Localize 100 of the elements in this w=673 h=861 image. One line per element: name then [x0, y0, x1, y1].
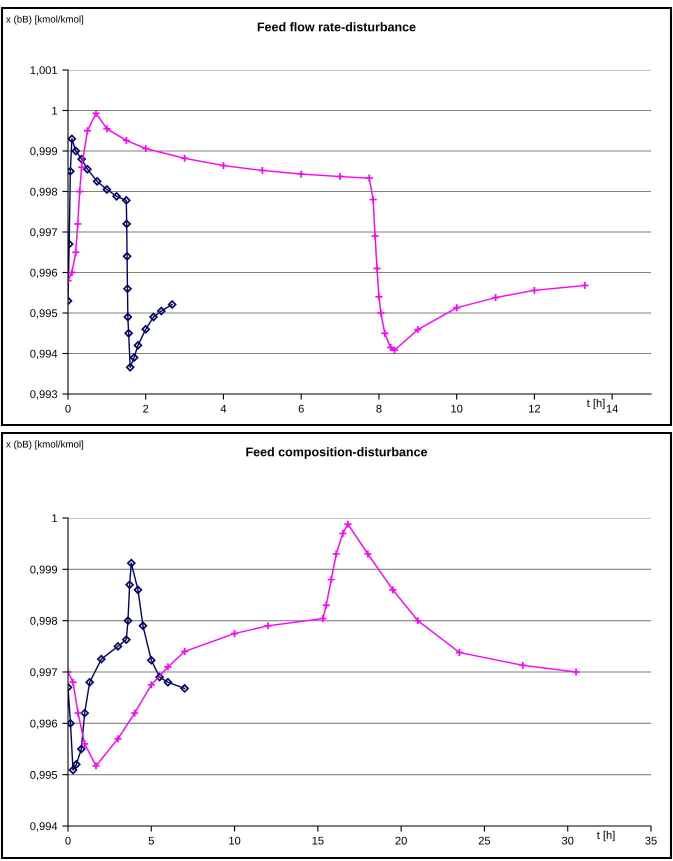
point [68, 268, 76, 277]
point [372, 264, 382, 273]
point [77, 744, 86, 754]
point [122, 220, 131, 228]
point [124, 328, 133, 338]
point [413, 325, 422, 334]
point [71, 248, 80, 257]
point [370, 232, 380, 240]
point [124, 312, 132, 322]
point [125, 580, 134, 590]
point [491, 293, 500, 302]
point [518, 661, 528, 670]
x-tick-label: 20 [396, 836, 407, 845]
point [164, 662, 172, 672]
x-axis-title: t [h] [596, 830, 614, 842]
x-tick-label: 0 [65, 404, 71, 413]
y-tick-label: 0,998 [30, 188, 58, 197]
x-tick-label: 5 [148, 836, 154, 845]
point [296, 170, 306, 178]
point [230, 629, 239, 638]
point [122, 252, 132, 261]
point [72, 146, 80, 156]
point [530, 286, 539, 295]
x-tick-label: 8 [376, 404, 382, 413]
point [134, 341, 142, 350]
point [122, 196, 131, 205]
point [455, 648, 464, 657]
point [83, 126, 92, 136]
point [332, 550, 340, 558]
point [114, 734, 122, 744]
point [336, 172, 344, 181]
point [130, 708, 139, 718]
point [180, 647, 189, 656]
x-tick-label: 10 [451, 404, 462, 413]
y-tick-label: 0,998 [30, 616, 58, 626]
point [364, 550, 372, 558]
point [102, 185, 112, 194]
point [258, 166, 267, 175]
point [114, 642, 122, 651]
point [138, 622, 148, 630]
point [134, 586, 142, 594]
y-tick-label: 0,999 [30, 147, 58, 156]
point [77, 162, 86, 172]
point [388, 586, 398, 594]
point [322, 600, 330, 610]
y-tick-label: 0,994 [30, 822, 58, 832]
point [80, 740, 89, 748]
point [180, 154, 189, 163]
point [124, 616, 132, 625]
x-tick-label: 2 [143, 404, 148, 412]
point [85, 678, 94, 687]
x-tick-label: 25 [478, 836, 490, 845]
chart-title: Feed composition-disturbance [246, 447, 428, 459]
y-tick-label: 0,997 [30, 228, 58, 238]
point [452, 303, 461, 312]
x-tick-label: 35 [645, 836, 657, 845]
point [126, 362, 134, 372]
point [97, 654, 106, 664]
y-tick-label: 0,993 [30, 390, 58, 400]
y-tick-label: 0,996 [30, 720, 58, 729]
x-tick-label: 30 [562, 836, 574, 845]
y-tick-label: 1 [52, 106, 58, 115]
point [344, 520, 352, 528]
x-tick-label: 12 [529, 404, 540, 412]
y-tick-label: 0,995 [30, 770, 58, 780]
point [77, 154, 86, 164]
y-tick-label: 1 [52, 514, 58, 522]
point [122, 635, 131, 644]
point [127, 558, 136, 568]
point [123, 284, 132, 293]
point [74, 708, 82, 718]
x-tick-label: 14 [606, 404, 618, 412]
point [83, 164, 92, 174]
point [92, 109, 100, 118]
point [326, 575, 336, 584]
point [75, 187, 84, 196]
point [264, 621, 272, 630]
point [141, 324, 150, 334]
point [380, 328, 390, 338]
point [338, 529, 348, 538]
point [168, 300, 176, 309]
point [80, 708, 89, 718]
y-axis-title: x (bB) [kmol/kmol] [6, 440, 84, 450]
point [72, 760, 81, 769]
y-axis-title: x (bB) [kmol/kmol] [6, 15, 84, 25]
point [149, 312, 158, 322]
point [164, 678, 172, 687]
point [364, 174, 374, 182]
y-tick-label: 0,995 [30, 309, 58, 318]
point [68, 678, 78, 687]
point [219, 161, 228, 170]
point [92, 762, 100, 770]
point [180, 684, 189, 693]
chart-title: Feed flow rate-disturbance [258, 22, 416, 32]
y-tick-label: 0,999 [30, 566, 58, 575]
point [390, 346, 399, 355]
x-tick-label: 4 [220, 404, 226, 412]
point [147, 656, 156, 664]
point [155, 672, 164, 682]
point [141, 144, 150, 153]
